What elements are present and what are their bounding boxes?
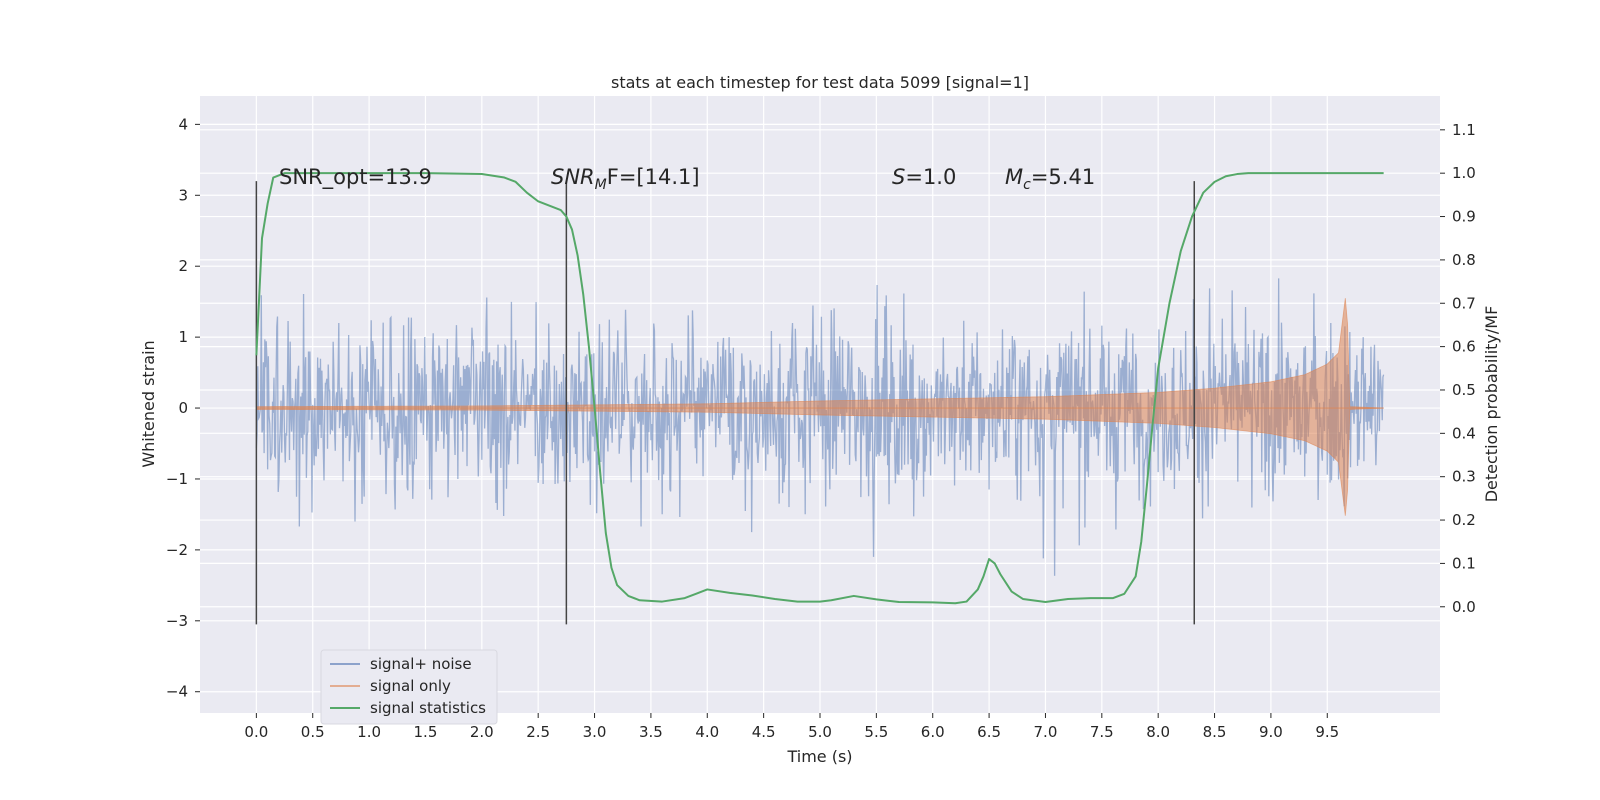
- annotation-snr-mf-rest: F=[14.1]: [607, 165, 700, 189]
- y-right-axis-label: Detection probability/MF: [1482, 306, 1501, 503]
- y-right-tick-label: 0.8: [1452, 251, 1476, 269]
- y-right-tick-label: 0.0: [1452, 598, 1476, 616]
- annotation-snr-mf-sub: M: [595, 177, 607, 193]
- x-tick-label: 6.5: [977, 723, 1001, 741]
- chart-title: stats at each timestep for test data 509…: [611, 73, 1029, 92]
- y-right-tick-label: 0.1: [1452, 554, 1476, 572]
- legend-label-signal-only: signal only: [370, 677, 451, 695]
- y-right-tick-label: 0.3: [1452, 468, 1476, 486]
- y-right-tick-label: 0.4: [1452, 424, 1476, 442]
- annotation-snr-mf-italic: SNR: [551, 165, 595, 189]
- y-right-tick-label: 1.1: [1452, 121, 1476, 139]
- y-tick-label: −4: [166, 683, 188, 701]
- annotation-mc-sub: c: [1023, 177, 1031, 193]
- x-tick-label: 2.0: [470, 723, 494, 741]
- x-tick-label: 0.5: [301, 723, 325, 741]
- y-tick-label: −1: [166, 470, 188, 488]
- x-tick-label: 2.5: [526, 723, 550, 741]
- y-tick-label: 3: [178, 186, 188, 204]
- x-tick-label: 5.0: [808, 723, 832, 741]
- annotation-mc-rest: =5.41: [1031, 165, 1095, 189]
- x-tick-label: 7.5: [1090, 723, 1114, 741]
- annotation-mc: Mc=5.41: [1005, 165, 1095, 193]
- y-tick-label: 0: [178, 399, 188, 417]
- x-axis-ticks: 0.0 0.5 1.0 1.5 2.0 2.5 3.0 3.5 4.0 4.5 5.0 5.5 6.0 6…: [244, 713, 1339, 741]
- annotation-s-italic: S: [892, 165, 905, 189]
- signal-statistics-series: [255, 172, 1384, 605]
- x-tick-label: 8.0: [1146, 723, 1170, 741]
- x-tick-label: 5.5: [864, 723, 888, 741]
- y-axis-label: Whitened strain: [139, 340, 158, 467]
- y-tick-label: −3: [166, 612, 188, 630]
- y-right-tick-label: 0.6: [1452, 338, 1476, 356]
- annotation-mc-italic: M: [1005, 165, 1023, 189]
- x-tick-label: 9.5: [1315, 723, 1339, 741]
- y-tick-label: 1: [178, 328, 188, 346]
- y-tick-label: 2: [178, 257, 188, 275]
- signal-statistics-line: [255, 172, 1384, 605]
- x-tick-label: 4.0: [695, 723, 719, 741]
- y-right-tick-label: 0.2: [1452, 511, 1476, 529]
- y-right-tick-label: 0.9: [1452, 208, 1476, 226]
- legend: signal+ noise signal only signal statist…: [320, 649, 498, 725]
- y-right-axis-ticks: 1.1 1.0 0.9 0.8 0.7 0.6 0.5 0.4 0.3 0.2 0.1 0.0: [1440, 121, 1476, 616]
- y-axis-ticks: 4 3 2 1 0 −1 −2 −3 −4: [166, 115, 200, 701]
- x-tick-label: 9.0: [1259, 723, 1283, 741]
- x-tick-label: 1.5: [414, 723, 438, 741]
- legend-label-signal-noise: signal+ noise: [370, 655, 472, 673]
- y-tick-label: 4: [178, 115, 188, 133]
- x-tick-label: 3.0: [583, 723, 607, 741]
- y-tick-label: −2: [166, 541, 188, 559]
- y-right-tick-label: 0.5: [1452, 381, 1476, 399]
- y-right-tick-label: 1.0: [1452, 164, 1476, 182]
- x-tick-label: 0.0: [244, 723, 268, 741]
- x-tick-label: 1.0: [357, 723, 381, 741]
- y-right-tick-label: 0.7: [1452, 294, 1476, 312]
- signal-only-series: [255, 298, 1384, 516]
- x-axis-label: Time (s): [786, 747, 852, 766]
- annotation-snr-mf: SNRMF=[14.1]: [551, 165, 700, 193]
- legend-box: [320, 649, 498, 725]
- x-tick-label: 6.0: [921, 723, 945, 741]
- legend-label-signal-statistics: signal statistics: [370, 699, 486, 717]
- x-tick-label: 3.5: [639, 723, 663, 741]
- vertical-markers: [255, 181, 1196, 625]
- x-tick-label: 4.5: [752, 723, 776, 741]
- annotation-snr-opt: SNR_opt=13.9: [279, 165, 432, 190]
- x-tick-label: 8.5: [1203, 723, 1227, 741]
- annotation-s: S=1.0: [892, 165, 956, 189]
- annotation-s-rest: =1.0: [905, 165, 956, 189]
- x-tick-label: 7.0: [1034, 723, 1058, 741]
